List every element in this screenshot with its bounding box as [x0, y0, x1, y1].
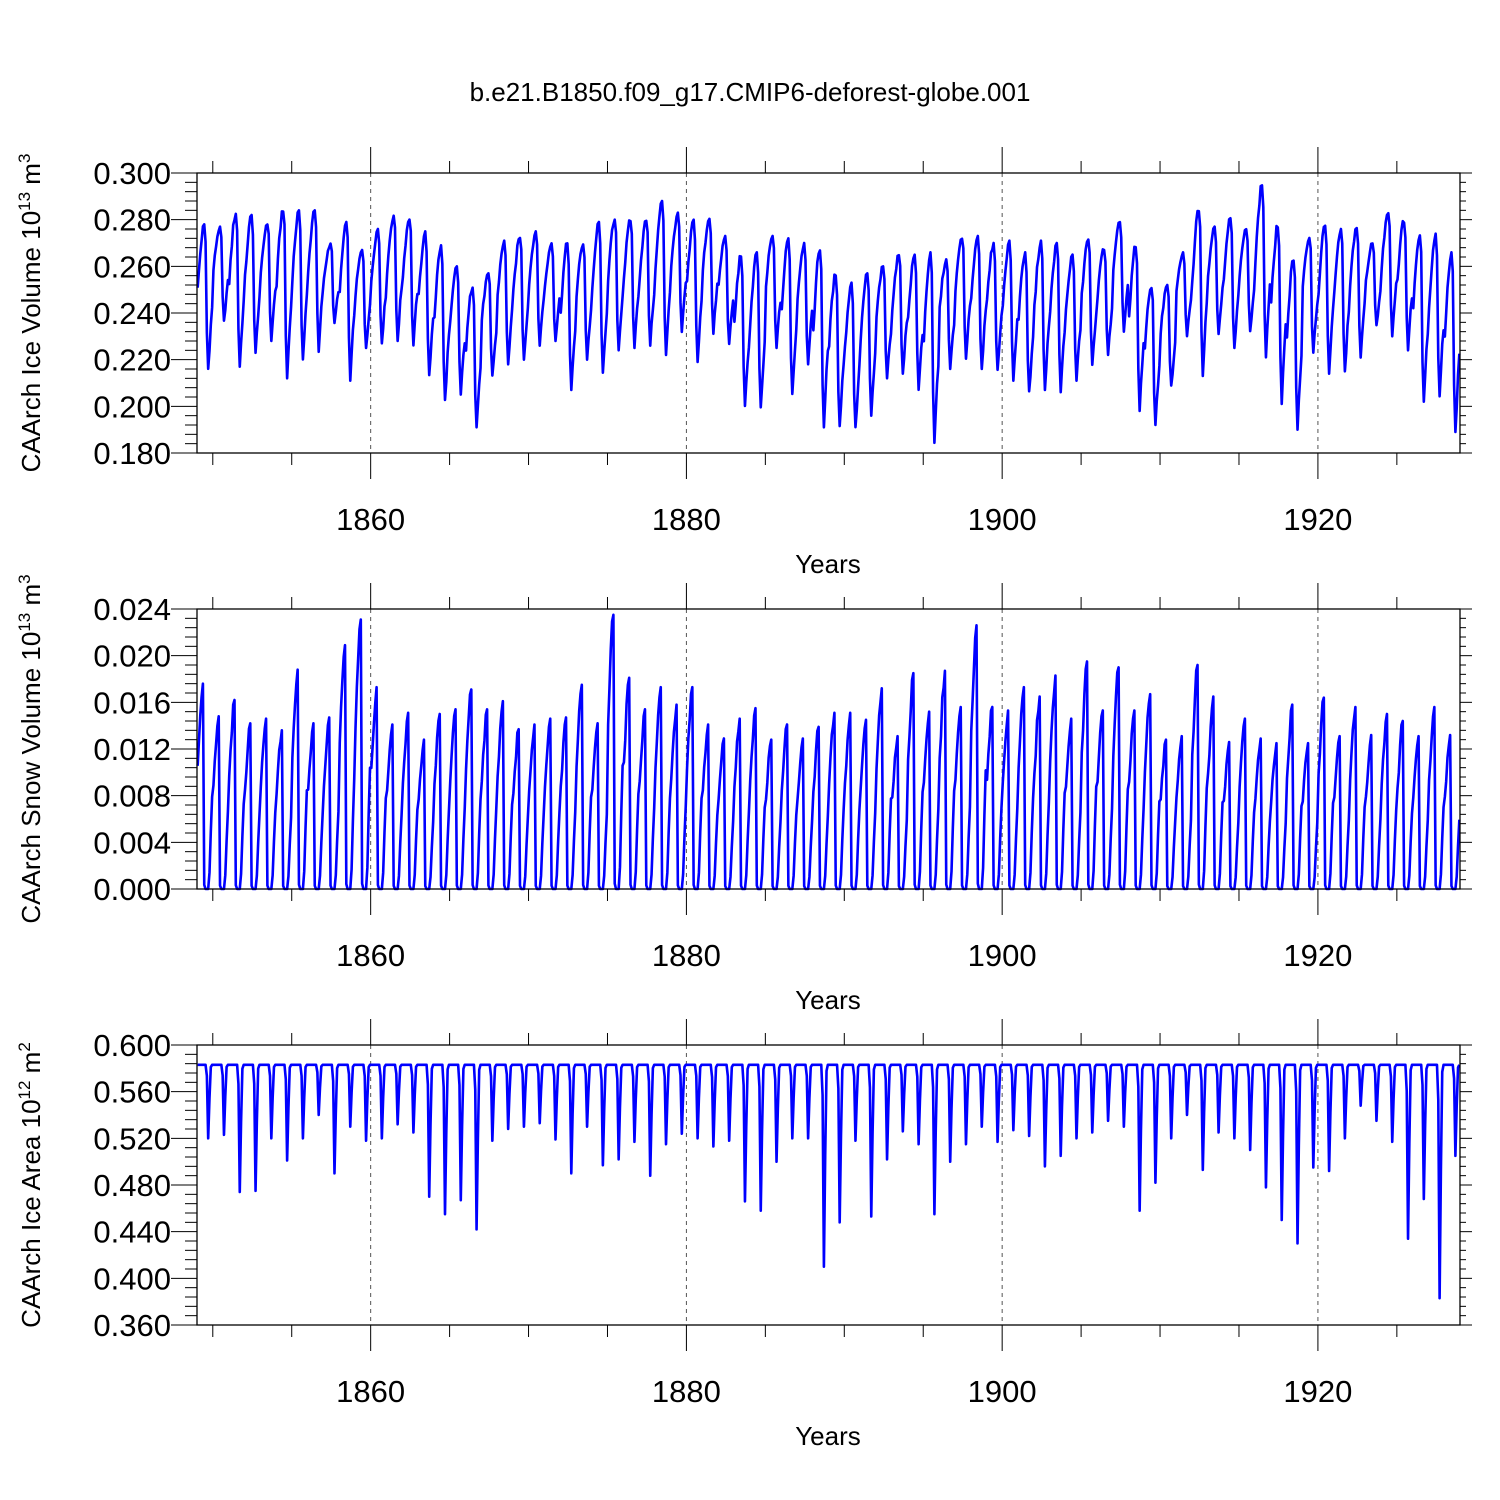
y-axis-title: CAArch Ice Area 1012 m2: [15, 1042, 46, 1328]
panel-ice-area: 0.360 0.400 0.440 0.480 0.520 0.560 0.600 1860 1…: [15, 1019, 1472, 1451]
y-tick-label: 0.600: [93, 1028, 171, 1063]
x-tick-label: 1880: [652, 938, 721, 973]
x-tick-label: 1900: [968, 938, 1037, 973]
y-axis-title: CAArch Snow Volume 1013 m3: [15, 574, 46, 923]
y-axis-title-part: m: [16, 163, 46, 192]
y-tick-label: 0.280: [93, 203, 171, 238]
y-tick-label: 0.020: [93, 639, 171, 674]
y-tick-label: 0.400: [93, 1261, 171, 1296]
y-tick-label: 0.360: [93, 1308, 171, 1343]
panels: 0.180 0.200 0.220 0.240 0.260 0.280 0.300 1860 1…: [15, 147, 1472, 1451]
y-tick-label: 0.012: [93, 732, 171, 767]
y-axis-title-superscript: 2: [15, 1042, 34, 1051]
y-tick-label: 0.440: [93, 1215, 171, 1250]
y-tick-label: 0.260: [93, 249, 171, 284]
x-tick-label: 1900: [968, 1374, 1037, 1409]
panel-snow-volume: 0.000 0.004 0.008 0.012 0.016 0.020 0.024 1860 1…: [15, 574, 1472, 1015]
y-axis-title-part: CAArch Ice Area 10: [16, 1099, 46, 1327]
y-tick-label: 0.008: [93, 779, 171, 814]
y-axis-title-superscript: 13: [15, 613, 34, 632]
series-line: [197, 1063, 1461, 1300]
plot-frame: [196, 172, 1461, 454]
x-axis-title: Years: [795, 549, 861, 579]
x-tick-label: 1860: [336, 502, 405, 537]
y-axis-title: CAArch Ice Volume 1013 m3: [15, 154, 46, 473]
y-axis-title-superscript: 3: [15, 154, 34, 163]
x-tick-label: 1900: [968, 502, 1037, 537]
x-tick-label: 1860: [336, 938, 405, 973]
y-axis-title-superscript: 12: [15, 1081, 34, 1100]
y-tick-label: 0.560: [93, 1075, 171, 1110]
y-tick-label: 0.520: [93, 1121, 171, 1156]
figure-title: b.e21.B1850.f09_g17.CMIP6-deforest-globe…: [470, 77, 1031, 107]
x-tick-label: 1860: [336, 1374, 405, 1409]
y-tick-label: 0.004: [93, 825, 171, 860]
y-tick-label: 0.480: [93, 1168, 171, 1203]
y-tick-label: 0.300: [93, 156, 171, 191]
y-axis-title-part: CAArch Ice Volume 10: [16, 211, 46, 473]
y-tick-label: 0.200: [93, 389, 171, 424]
y-axis-title-part: m: [16, 584, 46, 613]
x-tick-label: 1920: [1283, 938, 1352, 973]
series-line: [196, 613, 1461, 891]
x-axis-title: Years: [795, 985, 861, 1015]
y-tick-label: 0.016: [93, 685, 171, 720]
y-axis-title-superscript: 3: [15, 574, 34, 583]
y-tick-label: 0.180: [93, 436, 171, 471]
x-tick-label: 1880: [652, 1374, 721, 1409]
y-tick-label: 0.024: [93, 592, 171, 627]
x-axis-title: Years: [795, 1421, 861, 1451]
series-line: [196, 184, 1461, 445]
y-axis-title-part: m: [16, 1052, 46, 1081]
y-tick-label: 0.220: [93, 343, 171, 378]
x-tick-label: 1880: [652, 502, 721, 537]
panel-ice-volume: 0.180 0.200 0.220 0.240 0.260 0.280 0.300 1860 1…: [15, 147, 1472, 579]
plot-frame: [196, 608, 1461, 890]
x-tick-label: 1920: [1283, 502, 1352, 537]
plot-frame: [196, 1044, 1461, 1326]
y-tick-label: 0.240: [93, 296, 171, 331]
y-axis-title-superscript: 13: [15, 192, 34, 211]
y-tick-label: 0.000: [93, 872, 171, 907]
x-tick-label: 1920: [1283, 1374, 1352, 1409]
y-axis-title-part: CAArch Snow Volume 10: [16, 632, 46, 924]
